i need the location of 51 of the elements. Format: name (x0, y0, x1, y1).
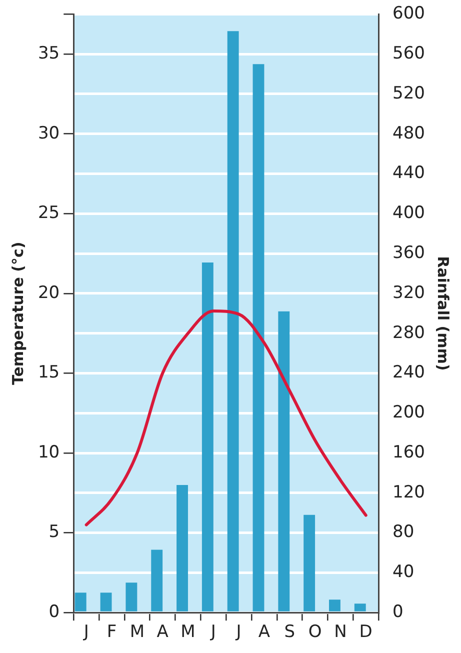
y-tick-label: 0 (48, 602, 60, 622)
y2-tick-label: 440 (392, 163, 426, 184)
y2-tick-label: 520 (392, 83, 426, 104)
y2-tick-label: 400 (392, 203, 426, 224)
bar (278, 311, 290, 612)
y2-tick-label: 200 (392, 402, 426, 423)
bar (227, 31, 239, 612)
line-series (84, 310, 368, 526)
x-tick-label: F (106, 622, 117, 642)
x-tick-label: J (235, 622, 242, 642)
y-tick-label: 5 (48, 522, 60, 542)
y-tick-label: 10 (38, 442, 60, 462)
bar (304, 514, 316, 612)
y-tick-label: 30 (38, 123, 60, 144)
bar (354, 604, 366, 612)
x-tick-label: M (130, 622, 144, 642)
x-tick-label: J (82, 622, 89, 642)
y2-tick-label: 280 (392, 322, 426, 343)
bar (100, 592, 112, 612)
y2-tick-label: 480 (392, 123, 426, 144)
y2-tick-label: 560 (392, 44, 426, 64)
x-tick-label: J (210, 622, 216, 642)
x-tick-label: M (180, 622, 196, 642)
y2-tick-label: 600 (392, 4, 426, 24)
y2-tick-label: 160 (392, 442, 426, 462)
y2-tick-label: 120 (392, 482, 426, 502)
bar (74, 592, 86, 612)
y2-tick-label: 240 (392, 362, 426, 383)
x-tick-label: N (334, 622, 347, 642)
y2-tick-label: 360 (392, 242, 426, 263)
y2-tick-label: 320 (392, 282, 426, 303)
y-tick-label: 20 (38, 282, 60, 303)
x-tick-label: A (156, 622, 169, 642)
y-axis-title: Temperature (°c) (8, 242, 27, 386)
y2-tick-label: 0 (392, 602, 404, 622)
bar (329, 600, 340, 612)
y2-tick-label: 40 (392, 562, 414, 582)
y-tick-label: 35 (38, 44, 60, 64)
y-tick-label: 15 (38, 362, 60, 383)
y2-axis-title: Rainfall (mm) (434, 256, 452, 371)
x-tick-label: D (359, 622, 372, 642)
x-tick-label: S (284, 622, 296, 642)
bar (151, 550, 163, 612)
x-tick-label: O (308, 622, 322, 642)
bar (202, 262, 214, 612)
y2-tick-label: 80 (392, 522, 414, 542)
y-tick-label: 25 (38, 203, 60, 224)
bar (176, 484, 188, 612)
bar (126, 582, 138, 612)
x-tick-label: A (258, 622, 270, 642)
bar (252, 64, 264, 612)
